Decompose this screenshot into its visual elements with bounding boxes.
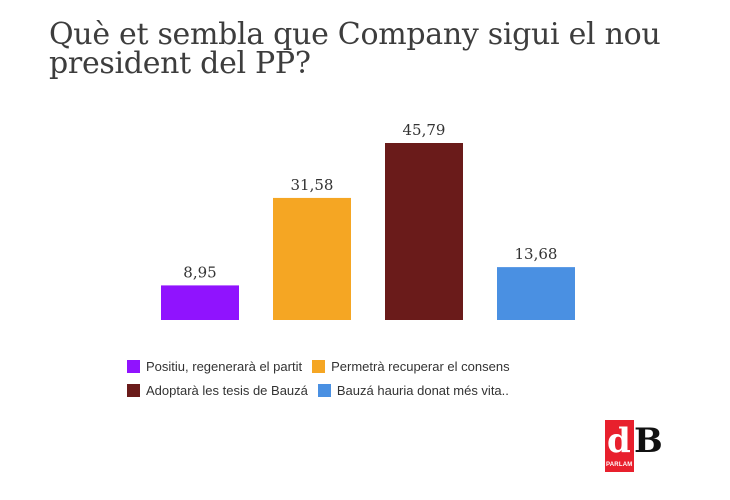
bar-4[interactable] xyxy=(497,267,575,320)
legend-swatch xyxy=(127,360,140,373)
legend-swatch xyxy=(312,360,326,373)
legend-item-bauza[interactable]: Bauzá hauria donat més vita.. xyxy=(317,383,509,398)
legend: Positiu, regenerarà el partit Permetrà r… xyxy=(127,356,520,404)
logo-tagline: PARLAM COM TU xyxy=(606,462,660,468)
db-logo: d B PARLAM COM TU xyxy=(605,420,667,475)
legend-swatch xyxy=(317,384,331,397)
legend-row: Adoptarà les tesis de Bauzá Bauzá hauria… xyxy=(127,380,520,401)
legend-item-adoptara[interactable]: Adoptarà les tesis de Bauzá xyxy=(127,383,308,398)
legend-row: Positiu, regenerarà el partit Permetrà r… xyxy=(127,356,520,377)
logo-letter-d: d xyxy=(607,421,631,461)
legend-label: Positiu, regenerarà el partit xyxy=(146,359,303,374)
data-label: 8,95 xyxy=(183,263,216,281)
bar-2[interactable] xyxy=(273,197,351,320)
bar-3[interactable] xyxy=(385,143,463,320)
chart-title: Què et sembla que Company sigui el nou p… xyxy=(49,17,661,81)
legend-item-positiu[interactable]: Positiu, regenerarà el partit xyxy=(127,359,302,374)
legend-label: Adoptarà les tesis de Bauzá xyxy=(146,383,308,398)
logo-letter-b: B xyxy=(634,421,663,461)
data-label: 31,58 xyxy=(291,176,334,194)
legend-label: Bauzá hauria donat més vita.. xyxy=(336,383,509,398)
legend-label: Permetrà recuperar el consens xyxy=(331,359,510,374)
legend-swatch xyxy=(127,384,140,397)
data-label: 13,68 xyxy=(515,245,558,263)
data-label: 45,79 xyxy=(403,121,446,139)
bar-1[interactable] xyxy=(161,285,239,320)
legend-item-permetra[interactable]: Permetrà recuperar el consens xyxy=(312,359,510,374)
logo-red-block xyxy=(605,420,634,472)
